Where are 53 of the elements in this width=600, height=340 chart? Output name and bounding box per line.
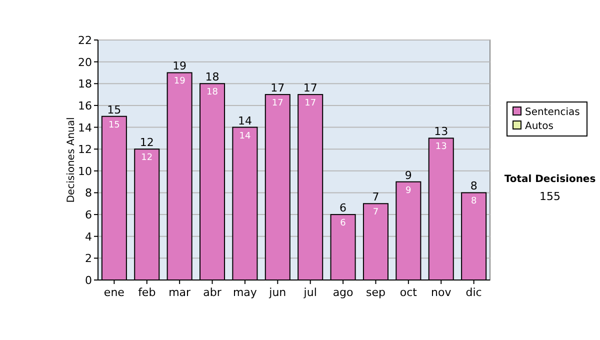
data-label: 17: [304, 98, 316, 109]
total-label: 9: [404, 168, 412, 182]
y-tick-label: 8: [85, 186, 92, 200]
y-tick-label: 16: [78, 99, 92, 112]
total-label: 17: [303, 82, 318, 95]
total-label: 7: [372, 190, 380, 204]
data-label: 17: [272, 98, 284, 109]
total-label: 14: [238, 114, 252, 128]
x-tick-label: oct: [400, 286, 418, 299]
y-tick-label: 6: [85, 208, 92, 222]
x-tick-label: abr: [203, 286, 222, 299]
data-label: 8: [470, 196, 477, 207]
total-label: 15: [107, 103, 122, 116]
data-label: 12: [141, 153, 153, 164]
y-tick-label: 10: [78, 164, 92, 178]
data-label: 7: [372, 208, 379, 218]
data-label: 15: [108, 120, 120, 130]
text: Total Decisiones: [504, 174, 596, 185]
x-tick-label: dic: [466, 286, 482, 299]
y-tick-label: 18: [78, 78, 92, 91]
total-label: 6: [340, 202, 347, 215]
x-tick-label: jul: [302, 286, 317, 299]
y-tick-label: 4: [85, 230, 92, 244]
total-label: 12: [140, 136, 154, 150]
x-tick-label: may: [232, 286, 258, 299]
total-label: 19: [172, 60, 187, 73]
x-tick-label: ene: [104, 286, 125, 299]
x-tick-label: nov: [431, 286, 452, 299]
x-tick-label: mar: [168, 286, 192, 299]
data-label: 6: [340, 218, 346, 229]
x-tick-label: feb: [138, 286, 156, 299]
total-label: 8: [470, 180, 478, 193]
legend-label: Sentencias: [525, 107, 580, 118]
text: 155: [540, 190, 560, 203]
total-label: 13: [434, 125, 448, 138]
x-tick-label: jun: [268, 286, 286, 299]
y-tick-label: 0: [85, 274, 92, 287]
y-tick-label: 2: [85, 252, 92, 266]
total-label: 17: [270, 82, 285, 95]
total-label: 18: [205, 70, 220, 84]
legend-label: Autos: [525, 121, 554, 132]
data-label: 19: [174, 76, 186, 87]
x-tick-label: ago: [332, 286, 354, 299]
data-label: 18: [206, 88, 218, 98]
y-tick-label: 12: [78, 143, 92, 156]
y-axis-title: Decisiones Anual: [66, 117, 77, 203]
data-label: 14: [239, 131, 251, 142]
y-tick-label: 22: [78, 34, 92, 47]
x-tick-label: sep: [366, 286, 386, 299]
y-tick-label: 20: [78, 56, 92, 69]
y-tick-label: 14: [78, 121, 92, 134]
data-label: 13: [435, 142, 447, 152]
data-label: 9: [406, 186, 412, 196]
